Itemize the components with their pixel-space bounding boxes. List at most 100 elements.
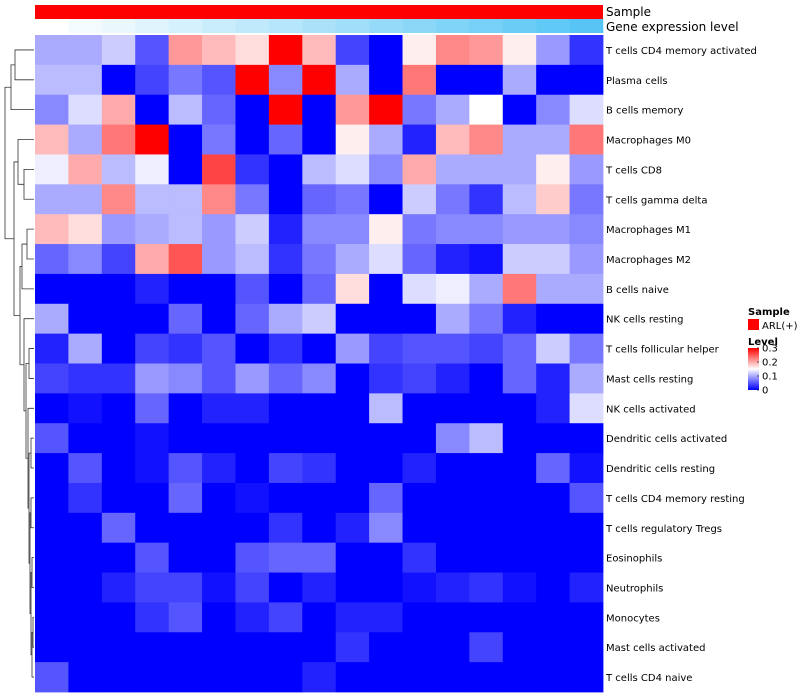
row-label: Dendritic cells activated (606, 434, 727, 445)
heatmap-cell (168, 363, 203, 394)
heatmap-cell (68, 632, 103, 663)
heatmap-cell (569, 363, 604, 394)
heatmap-cell (35, 273, 69, 305)
heatmap-cell (268, 303, 303, 335)
heatmap-cell (101, 303, 136, 335)
row-labels: T cells CD4 memory activated Plasma cells… (605, 46, 757, 684)
heatmap-cell (68, 94, 103, 125)
heatmap-cell (168, 244, 203, 275)
heatmap-cell (101, 94, 136, 125)
heatmap-cell (335, 35, 370, 66)
heatmap-cell (302, 602, 337, 633)
heatmap-cell (168, 154, 203, 185)
dendrogram-branch (13, 161, 20, 317)
heatmap-cell (202, 602, 236, 633)
heatmap-cell (569, 602, 604, 633)
heatmap-cell (202, 512, 236, 544)
heatmap-cell (435, 393, 470, 424)
heatmap-cell (302, 363, 337, 394)
heatmap-cell (135, 124, 170, 155)
level-tick-label: 0.1 (762, 372, 778, 383)
heatmap-cell (435, 303, 470, 335)
heatmap-cell (302, 423, 337, 454)
heatmap-cell (369, 572, 403, 603)
heatmap-cell (135, 64, 170, 96)
gene-expression-annotation-cell (335, 19, 370, 33)
heatmap-cell (35, 542, 69, 573)
heatmap-cell (402, 393, 437, 424)
heatmap-cell (35, 35, 69, 66)
heatmap-cell (435, 214, 470, 245)
sample-legend-label: ARL(+) (762, 321, 798, 332)
row-label: T cells follicular helper (605, 345, 720, 356)
heatmap-cell (101, 184, 136, 215)
gene-expression-annotation-cell (202, 19, 236, 33)
sample-annotation-bar (35, 5, 603, 19)
dendrogram-branch (21, 243, 34, 290)
heatmap-cell (235, 602, 270, 633)
heatmap-cell (369, 632, 403, 663)
heatmap-cell (168, 662, 203, 693)
heatmap-cell (335, 632, 370, 663)
heatmap-cell (302, 572, 337, 603)
gene-expression-annotation-cell (435, 19, 470, 33)
heatmap-cell (402, 453, 437, 484)
heatmap-cell (502, 423, 537, 454)
heatmap-cell (202, 363, 236, 394)
heatmap-cell (35, 94, 69, 125)
heatmap-cell (268, 423, 303, 454)
heatmap-cell (35, 602, 69, 633)
heatmap-cell (402, 363, 437, 394)
heatmap-cell (502, 273, 537, 305)
heatmap-cell (135, 482, 170, 514)
heatmap-cell (402, 482, 437, 514)
heatmap-cell (402, 244, 437, 275)
heatmap-cell (369, 94, 403, 125)
heatmap-cell (302, 333, 337, 364)
heatmap-cell (569, 214, 604, 245)
gene-expression-track-label: Gene expression level (606, 20, 739, 34)
heatmap-cell (202, 94, 236, 125)
heatmap-cell (235, 214, 270, 245)
heatmap-cell (469, 124, 504, 155)
heatmap-cell (369, 64, 403, 96)
heatmap-cell (435, 333, 470, 364)
dendrogram-branch (28, 348, 34, 379)
heatmap-cell (369, 393, 403, 424)
heatmap-cell (369, 423, 403, 454)
heatmap-cell (369, 363, 403, 394)
gene-expression-annotation-cell (502, 19, 537, 33)
heatmap-cell (168, 94, 203, 125)
heatmap-cell (235, 184, 270, 215)
heatmap-cell (202, 184, 236, 215)
heatmap-cell (502, 94, 537, 125)
heatmap-cell (335, 662, 370, 693)
heatmap-cell (335, 512, 370, 544)
heatmap-cell (435, 273, 470, 305)
heatmap-cell (68, 602, 103, 633)
heatmap-cell (502, 602, 537, 633)
heatmap-cell (369, 453, 403, 484)
heatmap-cell (268, 154, 303, 185)
heatmap-cell (68, 572, 103, 603)
gene-expression-annotation-cell (402, 19, 437, 33)
heatmap-cell (202, 124, 236, 155)
heatmap-cell (335, 214, 370, 245)
heatmap-cell (469, 154, 504, 185)
heatmap-cell (335, 393, 370, 424)
heatmap-cell (536, 244, 570, 275)
heatmap-cell (435, 572, 470, 603)
heatmap-cell (302, 453, 337, 484)
row-label: Macrophages M0 (606, 136, 691, 147)
row-label: T cells CD8 (605, 165, 662, 176)
heatmap-cell (335, 333, 370, 364)
heatmap-cell (235, 94, 270, 125)
level-colorbar (748, 348, 759, 390)
gene-expression-annotation-cell (369, 19, 403, 33)
heatmap-cell (202, 35, 236, 66)
heatmap-cell (101, 124, 136, 155)
heatmap-cell (502, 184, 537, 215)
gene-expression-annotation-cell (302, 19, 337, 33)
heatmap-cell (569, 303, 604, 335)
heatmap-cell (435, 363, 470, 394)
